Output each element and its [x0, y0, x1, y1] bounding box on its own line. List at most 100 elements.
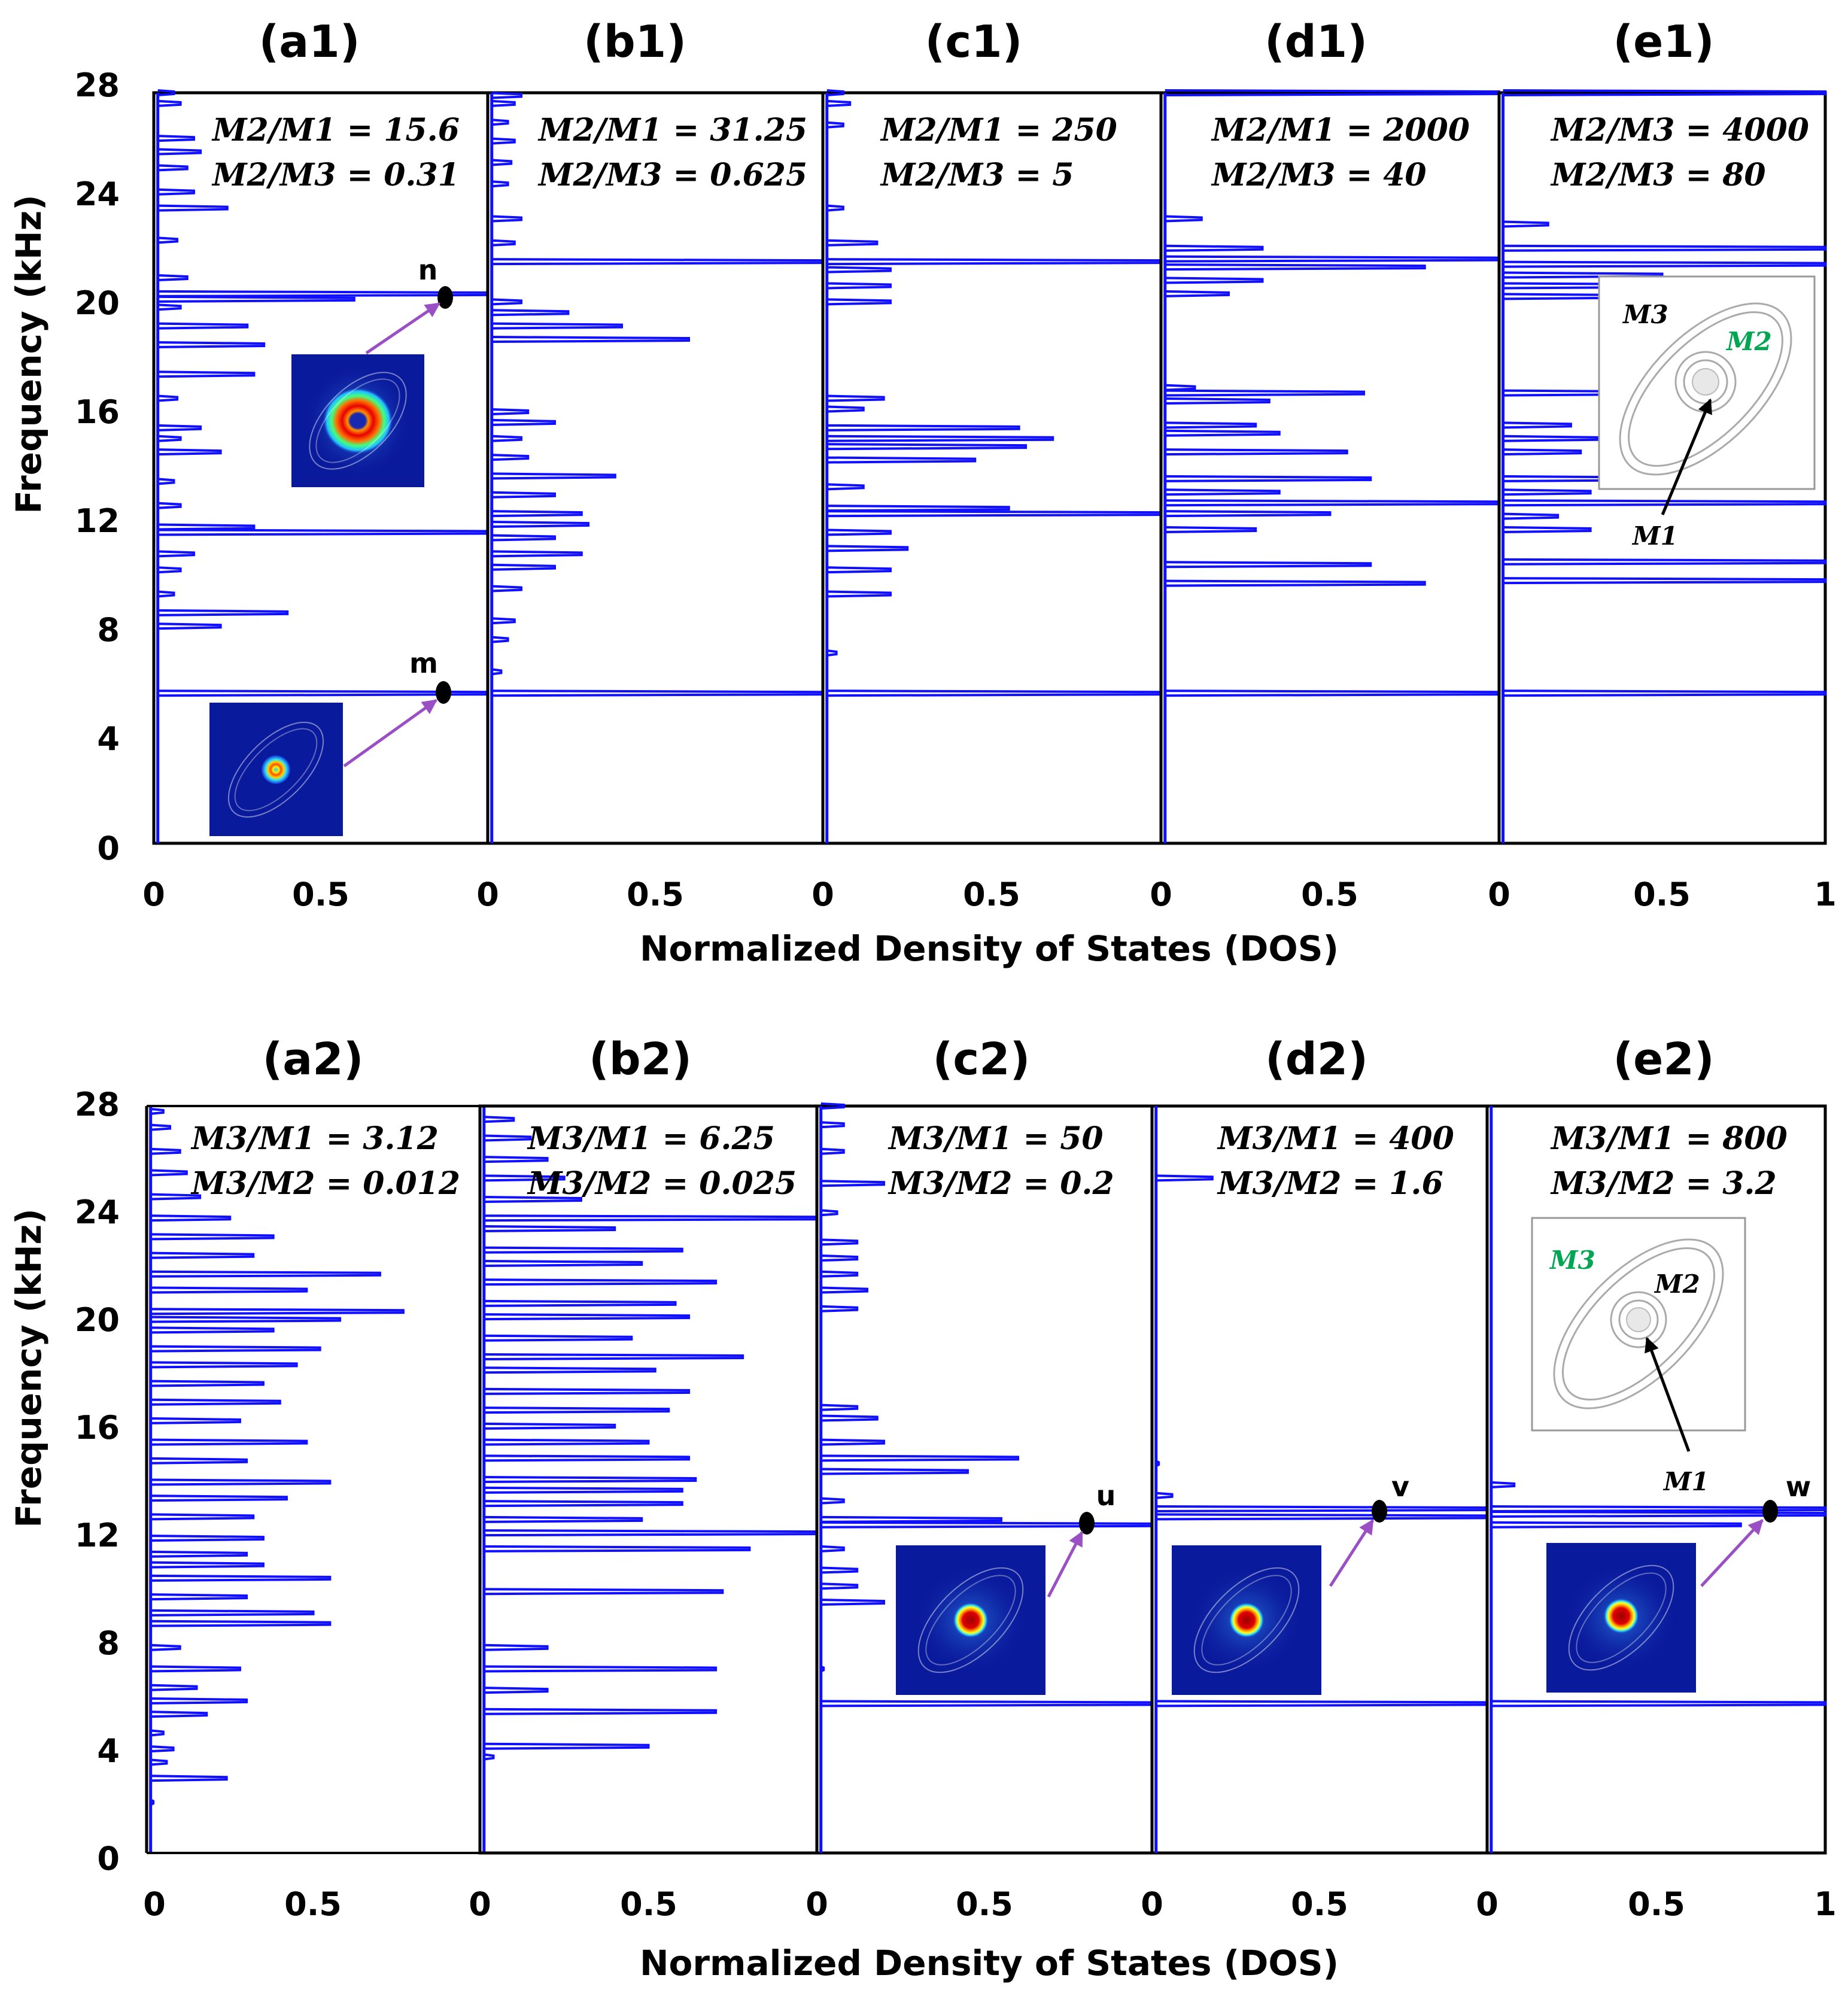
dos-peak	[826, 528, 892, 536]
dos-peak	[150, 1550, 248, 1558]
dos-peak	[826, 121, 844, 129]
dos-peak	[157, 394, 179, 402]
panel-frame	[1159, 91, 1501, 845]
dos-peak	[150, 1286, 308, 1294]
dos-peak	[1503, 421, 1572, 429]
dos-peak	[484, 1225, 616, 1233]
mass-ratio-2: M2/M3 = 0.625	[537, 157, 807, 193]
dos-peak	[826, 394, 885, 402]
dos-peak	[1165, 510, 1332, 518]
dos-peak	[484, 1196, 582, 1203]
dos-peak	[157, 274, 189, 282]
panel-title: (e2)	[1613, 1034, 1714, 1085]
mass-ratio-2: M3/M2 = 0.025	[527, 1165, 797, 1202]
dos-peak	[484, 1116, 515, 1123]
dos-peak	[484, 1134, 532, 1142]
dos-peak	[820, 1147, 845, 1155]
dos-peak	[1491, 1700, 1826, 1708]
inset-arrow	[365, 302, 441, 355]
dos-peak	[150, 1316, 342, 1323]
dos-peak	[1165, 215, 1203, 223]
y-axis: 0 4 8 12 16 20 24 28	[75, 1086, 120, 1877]
mass-ratio-1: M3/M1 = 400	[1217, 1120, 1454, 1157]
dos-peak	[1503, 271, 1664, 279]
x-tick-label: 0	[1476, 1885, 1499, 1923]
dos-peak	[820, 1209, 838, 1217]
mode-shape-inset-n	[291, 354, 424, 487]
dos-peak	[1165, 579, 1426, 587]
dos-peak	[150, 1697, 248, 1705]
panel-title: (a1)	[259, 16, 360, 68]
dos-peak	[150, 1561, 265, 1569]
dos-peak	[150, 1380, 265, 1387]
dos-peak	[1156, 1491, 1174, 1499]
mass-ratio-1: M2/M1 = 250	[880, 112, 1117, 148]
dos-peak	[491, 408, 530, 415]
mass-ratio-1: M3/M1 = 800	[1550, 1120, 1788, 1157]
dos-peak	[820, 1180, 885, 1187]
dos-peak	[484, 1588, 724, 1596]
panel-b2: (b2) M3/M1 = 6.25 M3/M2 = 0.025 0 0.5	[469, 1034, 819, 1923]
dos-peak	[826, 89, 844, 96]
dos-peak	[826, 443, 1027, 451]
dos-trace	[1154, 1106, 1488, 1853]
dos-peak	[491, 585, 522, 593]
dos-peak	[820, 1566, 859, 1574]
dos-peak	[826, 282, 892, 290]
y-tick-label: 20	[75, 284, 120, 322]
x-tick-label: 0.5	[620, 1885, 677, 1923]
x-tick-label: 0.5	[1628, 1885, 1685, 1923]
dos-peak	[484, 1422, 616, 1430]
dos-peak	[157, 590, 175, 598]
dos-peak	[820, 1102, 845, 1110]
y-tick-label: 0	[97, 1840, 120, 1877]
mass-ratio-2: M2/M3 = 0.31	[211, 157, 460, 193]
dos-peak	[484, 1387, 691, 1395]
panel-frame	[478, 1104, 819, 1855]
dos-peak	[826, 566, 892, 574]
x-tick-label: 0	[143, 1885, 166, 1923]
dos-peak	[820, 1599, 885, 1606]
dos-trace	[1490, 1106, 1826, 1853]
dos-peak	[150, 1123, 171, 1131]
dos-peak	[1503, 577, 1826, 585]
panel-frame	[821, 91, 1163, 845]
dos-peak	[157, 502, 182, 509]
panel-a1: (a1) M2/M1 = 15.6 M2/M3 = 0.31 0 0.5 n m	[142, 16, 490, 913]
dos-peak	[157, 370, 256, 378]
dos-trace	[490, 92, 824, 843]
dos-peak	[1491, 1481, 1516, 1488]
row-1: Frequency (kHz) 0 4 8 12 16 20 24 28 (a1…	[8, 16, 1837, 969]
dos-peak	[1165, 561, 1372, 569]
geometry-arrow	[1645, 1336, 1691, 1452]
dos-trace	[482, 1106, 818, 1853]
x-tick-label: 0	[1488, 876, 1510, 913]
dos-peak	[484, 1742, 650, 1750]
dos-peak	[1503, 689, 1826, 697]
mass-ratio-1: M2/M1 = 2000	[1211, 112, 1470, 148]
dos-peak	[826, 405, 865, 413]
dos-peak	[484, 1278, 718, 1286]
mode-shape-inset-m	[209, 703, 343, 836]
dos-peak	[150, 1270, 381, 1278]
dos-peak	[150, 1438, 308, 1446]
mode-marker-label: m	[409, 647, 438, 679]
geometry-label-m2: M2	[1725, 327, 1772, 356]
dos-peak	[150, 1593, 248, 1601]
dos-peak	[150, 1345, 321, 1353]
dos-peak	[484, 1687, 549, 1694]
dos-peak	[1491, 1510, 1826, 1518]
dos-peak	[1165, 499, 1500, 507]
x-tick-label: 0	[476, 876, 499, 913]
y-tick-label: 8	[97, 1624, 120, 1662]
geometry-inset: M3 M2 M1	[1598, 275, 1816, 551]
dos-trace	[1163, 89, 1500, 843]
dos-peak	[157, 341, 266, 348]
mode-shape-inset-w	[1546, 1543, 1696, 1693]
dos-peak	[820, 1403, 859, 1411]
panel-title: (b1)	[583, 16, 686, 68]
dos-peak	[157, 435, 182, 442]
dos-peak	[157, 164, 189, 172]
dos-peak	[150, 1417, 241, 1424]
dos-peak	[491, 668, 503, 676]
